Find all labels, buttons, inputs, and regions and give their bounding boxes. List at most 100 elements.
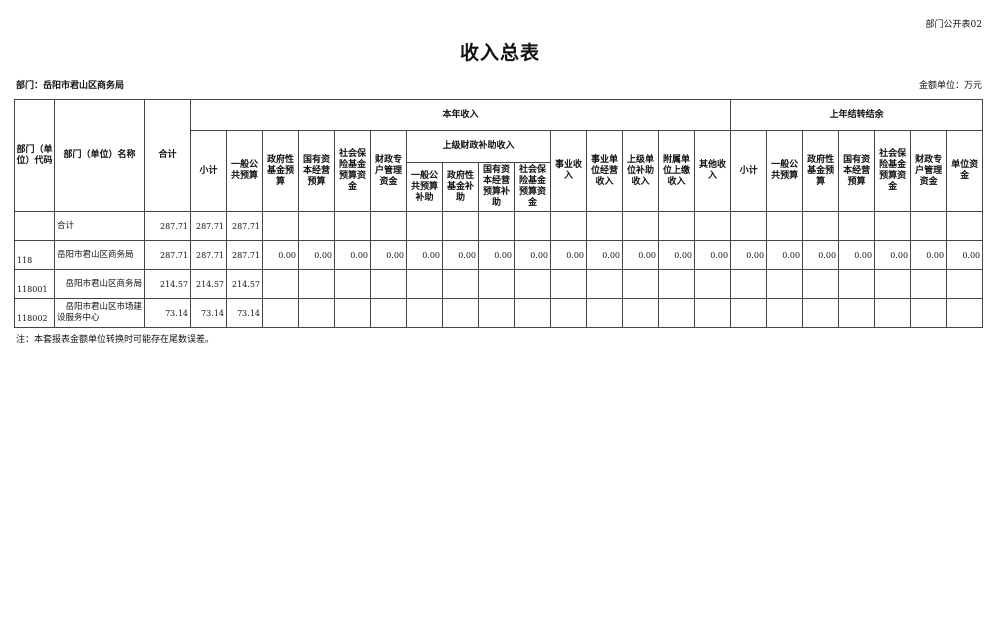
amount-cell xyxy=(262,269,299,299)
amount-cell xyxy=(838,211,876,241)
amount-cell: 0.00 xyxy=(406,240,443,270)
table-row: 合计 287.71 287.71 287.71 xyxy=(14,211,984,241)
header-total: 合计 xyxy=(144,99,191,212)
amount-cell: 0.00 xyxy=(658,240,695,270)
amount-cell: 0.00 xyxy=(838,240,876,270)
amount-cell xyxy=(262,298,299,328)
amount-cell xyxy=(622,298,659,328)
amount-cell xyxy=(802,298,840,328)
column-header: 事业单位经营收入 xyxy=(586,130,623,212)
amount-cell: 0.00 xyxy=(334,240,371,270)
amount-cell: 0.00 xyxy=(802,240,840,270)
column-header: 财政专户管理资金 xyxy=(910,130,948,212)
header-current-year: 本年收入 xyxy=(189,99,732,131)
column-header: 事业收入 xyxy=(550,130,587,212)
amount-cell xyxy=(730,269,768,299)
column-header: 一般公共预算 xyxy=(226,130,263,212)
column-header: 政府性基金补助 xyxy=(442,162,479,212)
amount-cell xyxy=(514,269,551,299)
amount-cell xyxy=(550,211,587,241)
amount-cell: 214.57 xyxy=(190,269,227,299)
amount-cell xyxy=(802,269,840,299)
column-header: 政府性基金预算 xyxy=(262,130,299,212)
unit-code: 118002 xyxy=(14,298,55,328)
column-header: 国有资本经营预算补助 xyxy=(478,162,515,212)
amount-cell: 287.71 xyxy=(226,240,263,270)
header-superior-subsidy: 上级财政补助收入 xyxy=(406,130,551,163)
amount-cell xyxy=(946,269,984,299)
unit-code xyxy=(14,211,55,241)
amount-cell xyxy=(586,298,623,328)
unit-name: 合计 xyxy=(54,211,145,241)
amount-cell xyxy=(874,211,912,241)
column-header: 社会保险基金预算资金 xyxy=(874,130,912,212)
amount-cell xyxy=(514,298,551,328)
amount-cell: 0.00 xyxy=(514,240,551,270)
column-header: 小计 xyxy=(190,130,227,212)
amount-cell xyxy=(622,211,659,241)
amount-cell xyxy=(838,269,876,299)
amount-cell xyxy=(693,211,732,241)
amount-cell xyxy=(514,211,551,241)
amount-cell: 214.57 xyxy=(144,269,191,299)
column-header: 单位资金 xyxy=(946,130,984,212)
amount-cell: 0.00 xyxy=(370,240,407,270)
page-title: 收入总表 xyxy=(459,42,540,64)
amount-cell xyxy=(298,298,335,328)
table-row: 118002 岳阳市君山区市场建设服务中心 73.14 73.14 73.14 xyxy=(14,298,984,328)
amount-cell xyxy=(658,298,695,328)
column-header: 一般公共预算 xyxy=(766,130,804,212)
amount-cell xyxy=(586,211,623,241)
column-header: 国有资本经营预算 xyxy=(298,130,335,212)
column-header: 上级单位补助收入 xyxy=(622,130,659,212)
amount-cell xyxy=(946,211,984,241)
amount-cell: 0.00 xyxy=(946,240,984,270)
amount-cell xyxy=(730,298,768,328)
amount-cell xyxy=(802,211,840,241)
amount-cell xyxy=(693,269,732,299)
amount-cell xyxy=(406,298,443,328)
table-row: 118001 岳阳市君山区商务局 214.57 214.57 214.57 xyxy=(14,269,984,299)
amount-cell xyxy=(442,211,479,241)
column-header: 国有资本经营预算 xyxy=(838,130,876,212)
amount-cell xyxy=(406,211,443,241)
amount-cell: 287.71 xyxy=(144,211,191,241)
header-name: 部门（单位）名称 xyxy=(54,99,145,212)
amount-cell xyxy=(730,211,768,241)
column-header: 小计 xyxy=(730,130,768,212)
amount-cell xyxy=(910,269,948,299)
income-summary-table: 部门（单位）代码 部门（单位）名称 合计 本年收入 上年结转结余 小计 一般公共预算 政府性基… xyxy=(14,99,984,328)
column-header: 政府性基金预算 xyxy=(802,130,840,212)
amount-cell: 0.00 xyxy=(766,240,804,270)
amount-cell xyxy=(838,298,876,328)
unit-label: 金额单位：万元 xyxy=(918,81,982,91)
amount-cell: 0.00 xyxy=(693,240,732,270)
amount-cell: 0.00 xyxy=(622,240,659,270)
amount-cell xyxy=(586,269,623,299)
amount-cell xyxy=(478,298,515,328)
amount-cell: 0.00 xyxy=(586,240,623,270)
column-header: 附属单位上缴收入 xyxy=(658,130,695,212)
amount-cell xyxy=(874,269,912,299)
amount-cell xyxy=(550,298,587,328)
amount-cell xyxy=(298,211,335,241)
column-header: 财政专户管理资金 xyxy=(370,130,407,212)
amount-cell: 287.71 xyxy=(190,211,227,241)
amount-cell: 287.71 xyxy=(226,211,263,241)
amount-cell xyxy=(298,269,335,299)
amount-cell xyxy=(334,298,371,328)
amount-cell xyxy=(946,298,984,328)
amount-cell: 0.00 xyxy=(730,240,768,270)
unit-name: 岳阳市君山区商务局 xyxy=(54,240,145,270)
amount-cell: 0.00 xyxy=(910,240,948,270)
amount-cell xyxy=(550,269,587,299)
amount-cell xyxy=(658,269,695,299)
amount-cell xyxy=(693,298,732,328)
column-header: 社会保险基金预算资金 xyxy=(514,162,551,212)
amount-cell: 0.00 xyxy=(478,240,515,270)
amount-cell: 73.14 xyxy=(144,298,191,328)
amount-cell xyxy=(766,211,804,241)
amount-cell xyxy=(334,269,371,299)
table-row: 118 岳阳市君山区商务局 287.71 287.71 287.71 0.00 0.00 0.… xyxy=(14,240,984,270)
amount-cell xyxy=(370,211,407,241)
